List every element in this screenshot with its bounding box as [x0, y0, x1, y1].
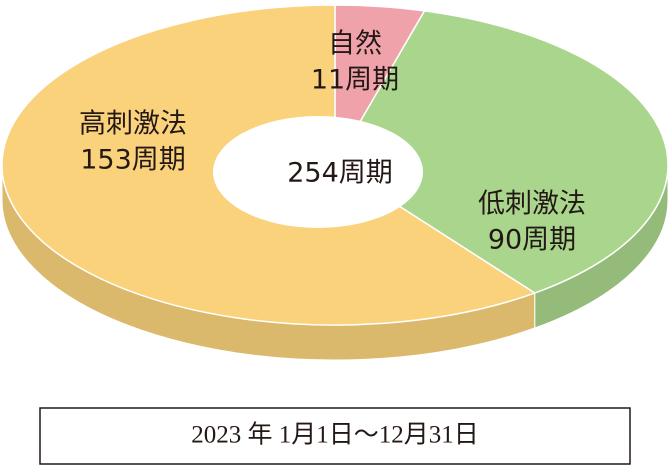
slice-label: 高刺激法	[79, 109, 187, 140]
donut-hole	[213, 116, 423, 228]
center-label: 254周期	[287, 158, 393, 189]
slice	[333, 10, 669, 294]
caption: 2023 年 1月1日～12月31日	[191, 421, 479, 449]
value-label: 11周期	[311, 65, 399, 96]
value-label: 90周期	[488, 225, 576, 256]
caption-box	[39, 407, 631, 465]
value-label: 153周期	[80, 145, 186, 176]
slice-label: 低刺激法	[478, 189, 586, 220]
slice-label: 自然	[328, 29, 382, 60]
